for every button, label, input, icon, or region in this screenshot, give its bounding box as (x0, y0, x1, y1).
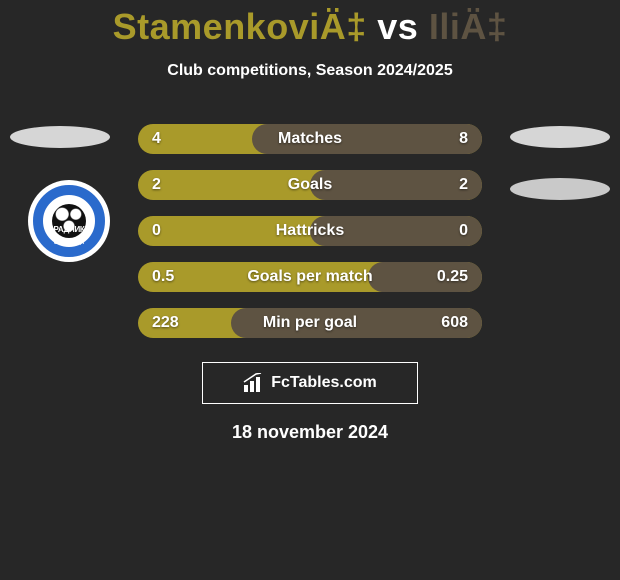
stat-label: Goals (138, 176, 482, 194)
left-player-placeholder (10, 126, 110, 148)
stat-right-value: 0.25 (437, 268, 468, 286)
bar-chart-icon (243, 373, 265, 393)
club-badge-name: РАДНИК (33, 225, 105, 234)
stat-row: 4Matches8 (138, 124, 482, 154)
stat-row: 0.5Goals per match0.25 (138, 262, 482, 292)
page-title: StamenkoviÄ‡ vs IliÄ‡ (0, 0, 620, 48)
stat-row: 228Min per goal608 (138, 308, 482, 338)
title-right-name: IliÄ‡ (429, 6, 508, 47)
stat-row: 2Goals2 (138, 170, 482, 200)
stat-right-value: 8 (459, 130, 468, 148)
date-text: 18 november 2024 (0, 422, 620, 443)
stat-right-value: 608 (441, 314, 468, 332)
stat-row: 0Hattricks0 (138, 216, 482, 246)
right-player-placeholder-2 (510, 178, 610, 200)
stat-right-value: 0 (459, 222, 468, 240)
subtitle: Club competitions, Season 2024/2025 (0, 62, 620, 80)
title-left-name: StamenkoviÄ‡ (113, 6, 367, 47)
stat-label: Min per goal (138, 314, 482, 332)
stat-label: Matches (138, 130, 482, 148)
stats-bars: 4Matches8 2Goals2 0Hattricks0 0.5Goals per … (138, 124, 482, 354)
branding-text: FcTables.com (271, 374, 377, 392)
branding-box: FcTables.com (202, 362, 418, 404)
club-badge: РАДНИК СУРДУЛИЦА (28, 180, 110, 262)
stat-right-value: 2 (459, 176, 468, 194)
stat-label: Hattricks (138, 222, 482, 240)
right-player-placeholder-1 (510, 126, 610, 148)
club-badge-inner: РАДНИК СУРДУЛИЦА (33, 185, 105, 257)
stat-label: Goals per match (138, 268, 482, 286)
club-badge-city: СУРДУЛИЦА (33, 240, 105, 246)
title-vs: vs (377, 6, 418, 47)
